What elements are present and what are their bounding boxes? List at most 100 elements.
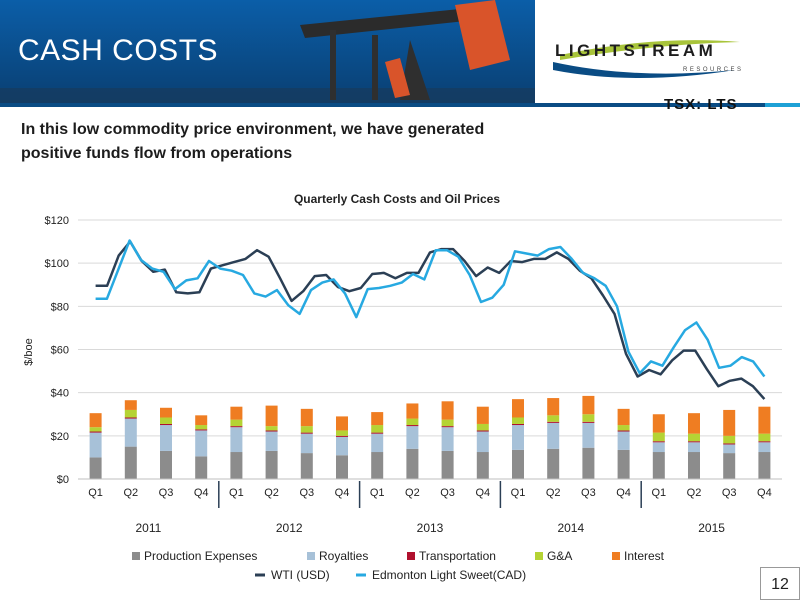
bar-production [336, 455, 348, 479]
bar-ga [582, 414, 595, 422]
bar-royalties [371, 433, 384, 453]
x-tick-label: Q4 [335, 487, 350, 499]
bar-interest [476, 406, 489, 424]
legend-swatch-transportation [407, 552, 415, 560]
x-tick-label: Q1 [651, 487, 666, 499]
bar-interest [336, 416, 348, 431]
x-tick-label: Q3 [159, 487, 174, 499]
bar-royalties [195, 430, 208, 457]
bar-transportation [371, 432, 384, 434]
bar-production [406, 448, 419, 479]
bar-ga [371, 425, 384, 433]
bar-transportation [723, 443, 736, 445]
legend-label-transportation: Transportation [419, 549, 496, 563]
bar-interest [124, 400, 137, 410]
bar-production [758, 452, 771, 479]
bar-transportation [89, 431, 102, 433]
wti-line [95, 240, 766, 400]
bar-transportation [512, 423, 524, 426]
x-tick-label: Q1 [88, 487, 103, 499]
legend-swatch-royalties [307, 552, 315, 560]
bar-transportation [582, 421, 595, 423]
bar-production [652, 452, 665, 479]
chart-title: Quarterly Cash Costs and Oil Prices [294, 192, 500, 206]
bar-transportation [406, 425, 419, 427]
bar-royalties [652, 442, 665, 453]
page-number: 12 [760, 567, 800, 600]
bar-production [265, 450, 278, 479]
bar-interest [300, 408, 313, 427]
y-tick-label: $80 [51, 301, 69, 313]
bar-interest [652, 414, 665, 433]
bar-transportation [265, 430, 278, 432]
year-label: 2015 [698, 521, 725, 535]
bar-interest [230, 406, 243, 420]
divider-accent [765, 103, 800, 107]
bar-interest [160, 407, 172, 418]
bar-transportation [652, 441, 665, 443]
bar-interest [406, 403, 419, 419]
x-tick-label: Q4 [194, 487, 209, 499]
logo-subtext: RESOURCES [683, 67, 744, 73]
bar-transportation [230, 426, 243, 428]
legend-swatch-production [132, 552, 140, 560]
bar-interest [512, 399, 524, 418]
x-tick-label: Q4 [616, 487, 631, 499]
cash-costs-chart: Quarterly Cash Costs and Oil Prices $0 $20… [23, 192, 782, 582]
bar-ga [89, 427, 102, 432]
bar-transportation [476, 430, 489, 432]
bar-royalties [406, 426, 419, 449]
bar-interest [758, 406, 771, 434]
x-tick-label: Q2 [546, 487, 561, 499]
y-tick-label: $100 [45, 258, 69, 270]
bar-interest [582, 395, 595, 415]
bar-interest [265, 405, 278, 427]
lightstream-logo-icon: LIGHTSTREAM RESOURCES [553, 40, 744, 78]
bar-production [723, 453, 736, 479]
bar-ga [160, 417, 172, 424]
bar-ga [688, 433, 700, 442]
x-tick-label: Q2 [123, 487, 138, 499]
bar-interest [371, 412, 384, 426]
logo-wordmark: LIGHTSTREAM [555, 41, 716, 60]
bar-ga [195, 425, 208, 430]
year-label: 2013 [417, 521, 444, 535]
legend-swatch-ga [535, 552, 543, 560]
ticker-symbol: TSX: LTS [664, 96, 738, 113]
bar-royalties [512, 425, 524, 450]
bar-royalties [617, 431, 630, 450]
x-tick-label: Q2 [405, 487, 420, 499]
edmonton-line [95, 239, 766, 378]
legend-swatch-interest [612, 552, 620, 560]
bar-transportation [124, 417, 137, 419]
bar-royalties [230, 427, 243, 453]
year-label: 2012 [276, 521, 303, 535]
bar-ga [336, 430, 348, 436]
page-title: CASH COSTS [18, 34, 219, 67]
bar-royalties [441, 427, 454, 451]
bar-interest [723, 409, 736, 436]
bar-royalties [547, 422, 560, 449]
x-tick-label: Q3 [299, 487, 314, 499]
x-tick-label: Q3 [722, 487, 737, 499]
y-axis-label: $/boe [23, 338, 35, 366]
bar-transportation [547, 421, 560, 423]
bar-production [617, 449, 630, 479]
bar-transportation [441, 426, 454, 428]
bar-production [441, 450, 454, 479]
x-tick-label: Q2 [687, 487, 702, 499]
bar-interest [89, 413, 102, 428]
bar-production [688, 452, 700, 479]
bar-production [371, 452, 384, 479]
bar-transportation [160, 423, 172, 426]
x-tick-label: Q1 [229, 487, 244, 499]
bar-transportation [617, 430, 630, 432]
x-tick-label: Q1 [511, 487, 526, 499]
bar-transportation [336, 435, 348, 437]
legend-label-interest: Interest [624, 549, 665, 563]
bar-royalties [723, 444, 736, 454]
x-tick-label: Q3 [581, 487, 596, 499]
x-tick-label: Q2 [264, 487, 279, 499]
bar-production [160, 450, 172, 479]
y-tick-label: $20 [51, 431, 69, 443]
